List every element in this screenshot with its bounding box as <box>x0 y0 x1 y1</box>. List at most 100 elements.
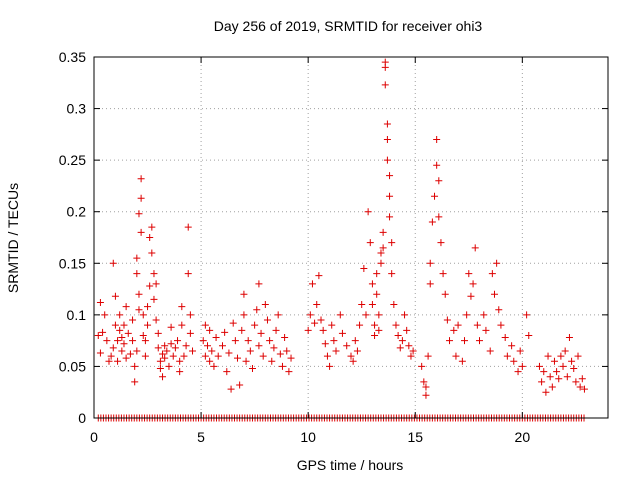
data-point <box>219 342 226 350</box>
data-point <box>317 316 325 324</box>
data-point <box>214 352 222 360</box>
data-point <box>392 321 400 329</box>
data-point <box>375 326 383 334</box>
data-point <box>319 326 327 334</box>
data-point <box>557 352 565 360</box>
data-point <box>409 347 417 355</box>
data-point <box>488 270 496 278</box>
data-point <box>178 303 186 311</box>
data-point <box>272 326 280 334</box>
data-point <box>144 321 152 329</box>
data-point <box>446 337 454 345</box>
data-point <box>379 244 387 252</box>
data-point <box>244 337 252 345</box>
data-point <box>248 364 256 372</box>
data-point <box>96 349 104 357</box>
data-point <box>186 329 194 337</box>
data-point <box>403 326 411 334</box>
data-point <box>240 290 248 298</box>
data-point <box>386 172 394 180</box>
data-point <box>180 352 188 360</box>
y-tick-label: 0.2 <box>67 204 87 220</box>
data-point <box>356 321 364 329</box>
data-point <box>503 352 511 360</box>
data-point <box>184 223 192 231</box>
data-point <box>433 136 441 144</box>
data-point <box>401 311 409 319</box>
data-point <box>199 337 207 345</box>
plot-frame <box>93 56 609 419</box>
data-point <box>471 244 479 252</box>
data-point <box>206 357 214 365</box>
x-tick-label: 0 <box>90 429 98 445</box>
data-point <box>381 63 389 71</box>
data-point <box>206 326 214 334</box>
data-point <box>422 383 430 391</box>
data-point <box>315 272 323 280</box>
data-point <box>463 311 471 319</box>
data-point <box>435 213 443 221</box>
data-point <box>257 329 265 337</box>
data-point <box>135 290 143 298</box>
data-point <box>129 337 137 345</box>
data-point <box>276 350 284 358</box>
data-point <box>330 337 338 345</box>
y-tick-label: 0.35 <box>59 49 86 65</box>
data-point <box>111 292 119 300</box>
y-tick-label: 0.05 <box>59 358 86 374</box>
data-point <box>152 316 160 324</box>
data-point <box>154 344 162 352</box>
data-point <box>109 259 117 267</box>
data-point <box>152 280 160 288</box>
data-point <box>383 156 391 164</box>
data-point <box>223 368 231 376</box>
data-point <box>109 344 117 352</box>
x-tick-label: 15 <box>407 429 423 445</box>
data-point <box>437 239 445 247</box>
data-point <box>381 81 389 89</box>
data-point <box>563 373 571 381</box>
data-point <box>394 331 402 339</box>
data-point <box>368 301 376 309</box>
data-point <box>261 301 269 309</box>
data-point <box>467 292 475 300</box>
data-point <box>131 362 139 370</box>
data-point <box>473 321 481 329</box>
data-point <box>263 316 271 324</box>
data-point <box>287 354 295 362</box>
data-point <box>546 373 554 381</box>
data-point <box>236 381 244 389</box>
data-point <box>114 337 122 345</box>
data-point <box>383 120 391 128</box>
data-point <box>126 350 134 358</box>
data-point <box>360 264 368 272</box>
data-point <box>253 306 261 314</box>
data-point <box>553 368 561 376</box>
data-point <box>426 259 434 267</box>
data-point <box>377 249 385 257</box>
data-point <box>443 316 451 324</box>
data-point <box>439 270 447 278</box>
data-point <box>135 306 143 314</box>
data-point <box>176 368 184 376</box>
data-point <box>336 311 344 319</box>
data-point <box>201 352 209 360</box>
data-point <box>274 311 282 319</box>
data-point <box>454 321 462 329</box>
data-point <box>364 208 372 216</box>
data-point <box>231 337 239 345</box>
data-point <box>144 303 152 311</box>
data-point <box>383 136 391 144</box>
data-point <box>523 311 531 319</box>
data-point <box>114 357 122 365</box>
data-point <box>238 326 246 334</box>
data-point <box>150 295 158 303</box>
data-point <box>373 290 381 298</box>
data-point <box>242 357 250 365</box>
data-point <box>535 362 543 370</box>
data-point <box>390 301 398 309</box>
data-point <box>137 228 145 236</box>
data-point <box>189 347 197 355</box>
grid-lines <box>94 57 608 418</box>
data-point <box>501 334 509 342</box>
